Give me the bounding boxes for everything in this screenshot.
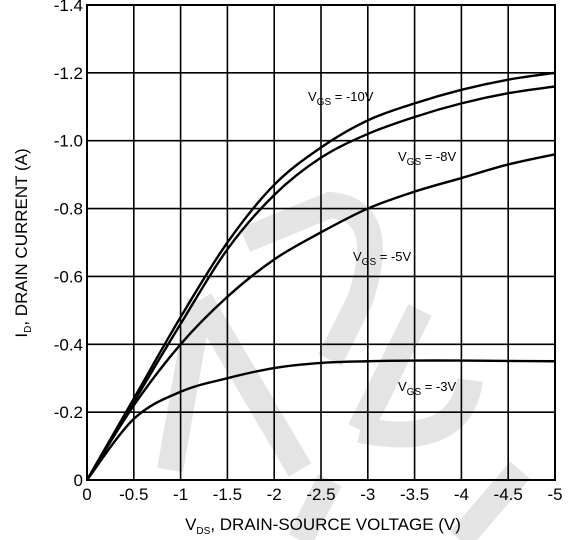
series-line-1 — [85, 85, 556, 481]
y-tick-label: -1.4 — [54, 0, 83, 15]
series-line-3 — [86, 359, 556, 481]
series-label-0: VGS = -10V — [308, 89, 374, 108]
series-label-3: VGS = -3V — [398, 379, 456, 398]
y-tick-label: -1.2 — [54, 64, 83, 83]
x-tick-label: -4 — [454, 485, 469, 504]
y-tick-label: -0.8 — [54, 200, 83, 219]
curves — [85, 71, 556, 481]
x-tick-label: -0.5 — [119, 485, 148, 504]
x-tick-label: -3.5 — [400, 485, 429, 504]
tick-labels: 0 -0.5 -1 -1.5 -2 -2.5 -3 -3.5 -4 -4.5 -5 0 -0.2 -0.4… — [54, 0, 563, 504]
x-tick-label: -4.5 — [494, 485, 523, 504]
series-line-0 — [85, 71, 556, 481]
y-tick-label: -0.6 — [54, 267, 83, 286]
x-axis-title: VDS, DRAIN-SOURCE VOLTAGE (V) — [185, 515, 461, 537]
x-tick-label: -5 — [547, 485, 562, 504]
x-tick-label: -3 — [360, 485, 375, 504]
series-line-2 — [85, 153, 556, 481]
y-axis-title: ID, DRAIN CURRENT (A) — [12, 148, 34, 337]
x-tick-label: -2.5 — [306, 485, 335, 504]
x-tick-label: -1.5 — [213, 485, 242, 504]
series-label-1: VGS = -8V — [398, 149, 456, 168]
y-tick-label: -1.0 — [54, 132, 83, 151]
x-tick-label: -1 — [173, 485, 188, 504]
series-label-2: VGS = -5V — [353, 249, 411, 268]
x-tick-label: 0 — [82, 485, 91, 504]
y-tick-label: 0 — [74, 471, 83, 490]
x-tick-label: -2 — [267, 485, 282, 504]
plot-frame — [86, 4, 556, 481]
grid — [86, 4, 556, 481]
curve-labels: VGS = -10V VGS = -8V VGS = -5V VGS = -3V — [308, 89, 456, 398]
y-tick-label: -0.4 — [54, 335, 83, 354]
y-tick-label: -0.2 — [54, 403, 83, 422]
